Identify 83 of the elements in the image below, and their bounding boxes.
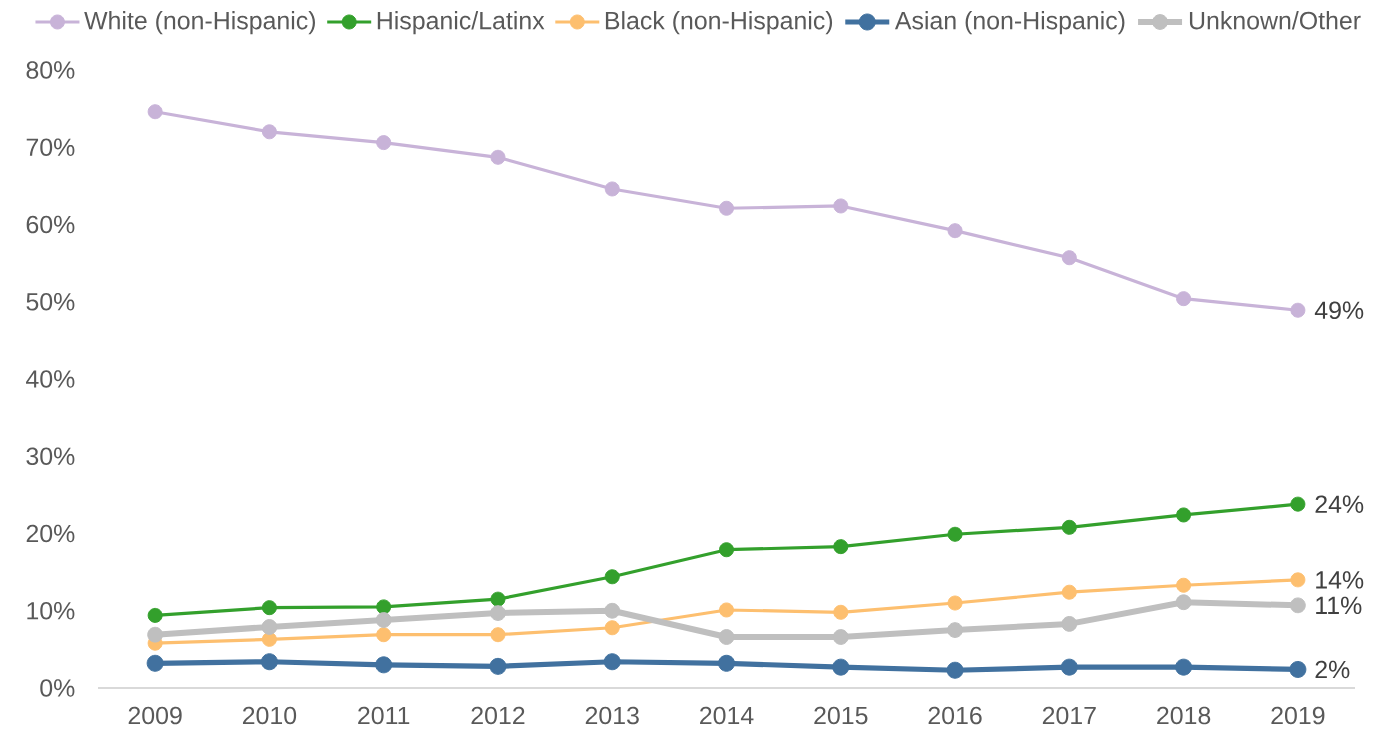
y-tick-label: 80% <box>26 61 75 79</box>
data-label: 2% <box>1315 660 1350 679</box>
x-tick-label: 2009 <box>128 706 182 725</box>
legend-label: Hispanic/Latinx <box>377 11 545 35</box>
y-tick-label: 50% <box>26 292 75 311</box>
y-tick-label: 0% <box>40 679 75 697</box>
point <box>147 626 164 643</box>
point <box>1289 597 1306 614</box>
point <box>1289 660 1307 678</box>
point <box>946 661 964 679</box>
y-tick-label: 10% <box>27 601 75 620</box>
point <box>719 602 735 618</box>
point <box>833 604 849 620</box>
point <box>375 612 392 628</box>
point <box>719 200 735 216</box>
point <box>947 526 963 542</box>
point <box>261 124 277 140</box>
point <box>947 223 963 239</box>
point <box>260 653 278 671</box>
point <box>376 627 392 643</box>
data-label: 24% <box>1315 495 1364 513</box>
point <box>1061 250 1077 266</box>
y-tick-label: 30% <box>26 447 75 466</box>
point <box>147 104 163 120</box>
point <box>1061 519 1077 535</box>
x-tick-label: 2016 <box>928 706 982 725</box>
data-label: 11% <box>1316 596 1362 615</box>
point <box>489 657 507 675</box>
legend-label: White (non-Hispanic) <box>84 11 315 35</box>
point <box>1176 507 1192 523</box>
point <box>490 605 506 621</box>
legend-label: Asian (non-Hispanic) <box>894 11 1125 35</box>
y-tick-label: 70% <box>26 138 75 157</box>
point <box>604 620 620 636</box>
point <box>1175 594 1192 611</box>
point <box>146 654 164 672</box>
point <box>718 654 736 672</box>
point <box>1290 302 1306 318</box>
point <box>1061 615 1078 632</box>
point <box>490 627 506 643</box>
point <box>604 181 620 197</box>
point <box>490 591 506 607</box>
x-tick-label: 2019 <box>1271 706 1325 725</box>
point <box>376 135 392 151</box>
y-tick-label: 40% <box>26 370 75 388</box>
x-tick-label: 2015 <box>814 706 868 725</box>
point <box>1060 658 1078 676</box>
point <box>833 539 849 555</box>
point <box>833 198 849 214</box>
x-tick-label: 2010 <box>242 706 297 725</box>
x-tick-label: 2017 <box>1042 706 1096 725</box>
legend-label: Black (non-Hispanic) <box>605 11 833 35</box>
point <box>147 607 163 623</box>
legend-label: Unknown/Other <box>1189 11 1361 30</box>
x-tick-label: 2013 <box>585 706 639 725</box>
point <box>1175 658 1193 676</box>
point <box>490 149 506 165</box>
point <box>832 629 849 645</box>
x-tick-label: 2012 <box>471 706 525 725</box>
data-label: 49% <box>1314 301 1364 320</box>
x-tick-label: 2011 <box>358 706 410 725</box>
point <box>261 600 277 616</box>
point <box>1176 291 1192 307</box>
point <box>1290 496 1306 512</box>
point <box>604 569 620 585</box>
point <box>1290 572 1306 588</box>
point <box>718 629 735 645</box>
point <box>1061 584 1077 600</box>
x-tick-label: 2014 <box>700 706 754 725</box>
point <box>832 658 850 676</box>
y-tick-label: 60% <box>26 215 75 234</box>
point <box>719 542 735 558</box>
point <box>603 653 621 671</box>
point <box>376 599 392 615</box>
point <box>1176 577 1192 593</box>
point <box>375 656 393 674</box>
point <box>947 595 963 611</box>
point <box>261 619 278 635</box>
x-tick-label: 2018 <box>1157 706 1211 725</box>
point <box>604 602 621 619</box>
data-label: 14% <box>1316 571 1364 589</box>
point <box>947 622 963 638</box>
y-tick-label: 20% <box>26 524 75 543</box>
